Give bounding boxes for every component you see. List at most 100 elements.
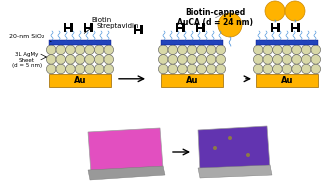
Circle shape [168, 45, 177, 55]
Bar [175, 23, 178, 32]
Circle shape [265, 1, 285, 21]
Bar [195, 27, 204, 29]
Circle shape [56, 45, 66, 55]
Circle shape [187, 45, 197, 55]
Circle shape [216, 64, 226, 74]
Bar [49, 74, 111, 87]
Circle shape [187, 64, 197, 74]
Circle shape [85, 55, 94, 64]
Text: Biotin-capped
AuCA (d = 24 nm): Biotin-capped AuCA (d = 24 nm) [177, 8, 253, 27]
Circle shape [273, 55, 282, 64]
Circle shape [285, 1, 305, 21]
Circle shape [273, 45, 282, 55]
Circle shape [158, 45, 168, 55]
Circle shape [197, 45, 206, 55]
Text: Streptavidin: Streptavidin [90, 23, 139, 29]
Circle shape [206, 45, 216, 55]
Circle shape [292, 55, 301, 64]
Circle shape [263, 64, 273, 74]
Circle shape [301, 55, 311, 64]
Polygon shape [88, 128, 163, 173]
Circle shape [216, 45, 226, 55]
Circle shape [311, 64, 320, 74]
Circle shape [254, 45, 263, 55]
Bar [175, 27, 184, 29]
Circle shape [66, 55, 75, 64]
Circle shape [94, 45, 104, 55]
Circle shape [85, 45, 94, 55]
Circle shape [66, 64, 75, 74]
Circle shape [197, 64, 206, 74]
Circle shape [187, 55, 197, 64]
Circle shape [254, 64, 263, 74]
Circle shape [168, 64, 177, 74]
Circle shape [158, 55, 168, 64]
Circle shape [228, 136, 232, 140]
Bar [133, 25, 136, 34]
Circle shape [213, 146, 217, 150]
Bar [297, 23, 299, 32]
Circle shape [206, 55, 216, 64]
Circle shape [85, 64, 94, 74]
Circle shape [104, 55, 113, 64]
Text: 3L AgMy
Sheet
(d = 5 nm): 3L AgMy Sheet (d = 5 nm) [12, 52, 42, 68]
Polygon shape [88, 166, 165, 180]
Bar [256, 40, 318, 45]
Bar [90, 23, 92, 32]
Circle shape [216, 55, 226, 64]
Circle shape [218, 13, 242, 37]
Circle shape [301, 45, 311, 55]
Circle shape [75, 55, 85, 64]
Circle shape [56, 55, 66, 64]
Circle shape [75, 64, 85, 74]
Circle shape [311, 55, 320, 64]
Circle shape [282, 55, 292, 64]
Circle shape [301, 64, 311, 74]
Bar [291, 23, 293, 32]
Circle shape [66, 45, 75, 55]
Circle shape [263, 55, 273, 64]
Circle shape [311, 45, 320, 55]
Circle shape [246, 153, 250, 157]
Circle shape [104, 45, 113, 55]
Circle shape [56, 64, 66, 74]
Bar [182, 23, 184, 32]
Bar [271, 27, 279, 29]
Circle shape [197, 55, 206, 64]
Bar [49, 40, 111, 45]
Circle shape [282, 64, 292, 74]
Bar [84, 27, 92, 29]
Circle shape [282, 45, 292, 55]
Text: Biotin: Biotin [84, 17, 112, 33]
Circle shape [75, 45, 85, 55]
Circle shape [263, 45, 273, 55]
Circle shape [273, 64, 282, 74]
Text: Au: Au [281, 76, 293, 85]
Bar [133, 29, 142, 31]
Circle shape [94, 55, 104, 64]
Bar [291, 27, 299, 29]
Bar [195, 23, 198, 32]
Circle shape [46, 64, 56, 74]
Circle shape [206, 64, 216, 74]
Text: Au: Au [74, 76, 86, 85]
Circle shape [46, 45, 56, 55]
Circle shape [292, 64, 301, 74]
Circle shape [104, 64, 113, 74]
Bar [140, 25, 142, 34]
Circle shape [158, 64, 168, 74]
Bar [64, 23, 66, 32]
Bar [84, 23, 86, 32]
Circle shape [46, 55, 56, 64]
Bar [271, 23, 273, 32]
Bar [70, 23, 72, 32]
Circle shape [177, 45, 187, 55]
Polygon shape [198, 126, 270, 172]
Circle shape [177, 64, 187, 74]
Circle shape [168, 55, 177, 64]
Circle shape [254, 55, 263, 64]
Bar [202, 23, 204, 32]
Bar [161, 74, 223, 87]
Circle shape [94, 64, 104, 74]
Bar [277, 23, 279, 32]
